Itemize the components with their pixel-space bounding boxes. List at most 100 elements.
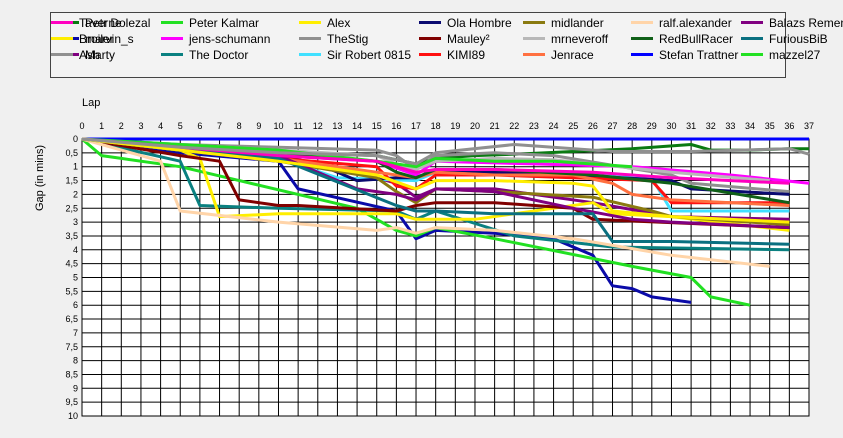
series-line-19 (81, 137, 790, 246)
x-tick-label: 13 (332, 121, 342, 131)
x-tick-label: 4 (158, 121, 163, 131)
legend-swatch (523, 37, 545, 41)
legend-item: Jenrace (523, 49, 594, 62)
legend-item: The Doctor (161, 49, 248, 62)
legend-label: Ola Hombre (447, 16, 512, 30)
legend-item: Sir Robert 0815 (299, 49, 411, 62)
legend-label: mrneveroff (551, 32, 609, 46)
legend-label: Marty (85, 48, 115, 62)
legend-swatch (419, 37, 441, 41)
x-tick-label: 21 (490, 121, 500, 131)
x-tick-label: 9 (256, 121, 261, 131)
x-tick-label: 36 (784, 121, 794, 131)
x-tick-label: 8 (237, 121, 242, 131)
y-tick-label: 10 (68, 411, 78, 421)
legend-swatch (741, 37, 763, 41)
x-tick-label: 35 (765, 121, 775, 131)
legend-swatch (419, 53, 441, 57)
x-axis-label: Lap (82, 97, 100, 109)
legend-label: Sir Robert 0815 (327, 48, 412, 62)
y-tick-label: 3,5 (65, 231, 78, 241)
x-tick-label: 32 (706, 121, 716, 131)
y-tick-label: 5,5 (65, 286, 78, 296)
legend-label: Taverne (79, 16, 122, 30)
legend-label: TheStig (327, 32, 369, 46)
legend-swatch (631, 21, 653, 25)
legend-item: jens-schumann (161, 33, 270, 46)
y-tick-label: 7,5 (65, 342, 78, 352)
legend-swatch (299, 21, 321, 25)
legend-item: Ash (51, 49, 100, 62)
series-line-3 (81, 137, 751, 307)
legend-item: Peter Kalmar (161, 17, 259, 30)
y-tick-label: 6,5 (65, 314, 78, 324)
legend-label: Jenrace (551, 48, 594, 62)
legend-label: Stefan Trattner (659, 48, 739, 62)
x-tick-label: 0 (79, 121, 84, 131)
legend-swatch (741, 53, 763, 57)
x-tick-label: 25 (568, 121, 578, 131)
legend-item: TheStig (299, 33, 368, 46)
y-tick-label: 3 (73, 217, 78, 227)
legend-label: Peter Kalmar (189, 16, 260, 30)
y-tick-label: 2,5 (65, 203, 78, 213)
x-tick-label: 12 (313, 121, 323, 131)
x-tick-label: 18 (431, 121, 441, 131)
legend-label: Alex (327, 16, 351, 30)
legend-item: Stefan Trattner (631, 49, 738, 62)
legend-swatch (161, 53, 183, 57)
legend-label: FuriousBiB (769, 32, 828, 46)
chart-legend: Petr Dolezal marvin_s Marty Peter Kalmar jen… (50, 12, 843, 78)
x-tick-label: 7 (217, 121, 222, 131)
x-tick-label: 19 (450, 121, 460, 131)
legend-item: KIMI89 (419, 49, 485, 62)
x-tick-label: 31 (686, 121, 696, 131)
legend-swatch (161, 21, 183, 25)
y-tick-label: 4,5 (65, 259, 78, 269)
legend-swatch (51, 21, 73, 25)
x-tick-label: 6 (197, 121, 202, 131)
x-tick-label: 2 (119, 121, 124, 131)
series-line-23 (81, 137, 810, 166)
y-ticks: 0 0,5 1 1,5 2 2,5 3 3,5 4 4,5 5 5,5 6 6,5 7 7,5 8 8,5 9 9,5… (65, 134, 78, 421)
y-axis-label: Gap (in mins) (34, 145, 46, 211)
x-tick-label: 33 (725, 121, 735, 131)
legend-label: Broiler (79, 32, 114, 46)
x-tick-label: 22 (509, 121, 519, 131)
series-line-20 (81, 137, 633, 169)
legend-swatch (523, 53, 545, 57)
x-tick-label: 20 (470, 121, 480, 131)
y-tick-label: 9,5 (65, 397, 78, 407)
y-tick-label: 7 (73, 328, 78, 338)
y-tick-label: 1 (73, 162, 78, 172)
y-tick-label: 9 (73, 383, 78, 393)
x-tick-label: 34 (745, 121, 755, 131)
legend-swatch (523, 21, 545, 25)
legend-item: FuriousBiB (741, 33, 828, 46)
legend-label: Balazs Remenyi (769, 16, 843, 30)
legend-label: KIMI89 (447, 48, 486, 62)
legend-swatch (741, 21, 763, 25)
legend-item: RedBullRacer (631, 33, 733, 46)
x-tick-label: 14 (352, 121, 362, 131)
y-tick-label: 5 (73, 273, 78, 283)
legend-swatch (299, 37, 321, 41)
x-tick-label: 16 (391, 121, 401, 131)
legend-swatch (51, 53, 73, 57)
x-tick-label: 15 (372, 121, 382, 131)
x-tick-label: 1 (99, 121, 104, 131)
legend-swatch (161, 37, 183, 41)
legend-item: Ola Hombre (419, 17, 512, 30)
x-tick-label: 24 (549, 121, 559, 131)
legend-item: Alex (299, 17, 350, 30)
series-line-22 (81, 137, 790, 224)
legend-item: mazzel27 (741, 49, 820, 62)
y-tick-label: 1,5 (65, 176, 78, 186)
legend-item: Broiler (51, 33, 114, 46)
series-layer (81, 137, 810, 307)
legend-item: mrneveroff (523, 33, 608, 46)
legend-label: ralf.alexander (659, 16, 732, 30)
legend-label: Ash (79, 48, 100, 62)
x-tick-label: 17 (411, 121, 421, 131)
x-tick-label: 3 (138, 121, 143, 131)
